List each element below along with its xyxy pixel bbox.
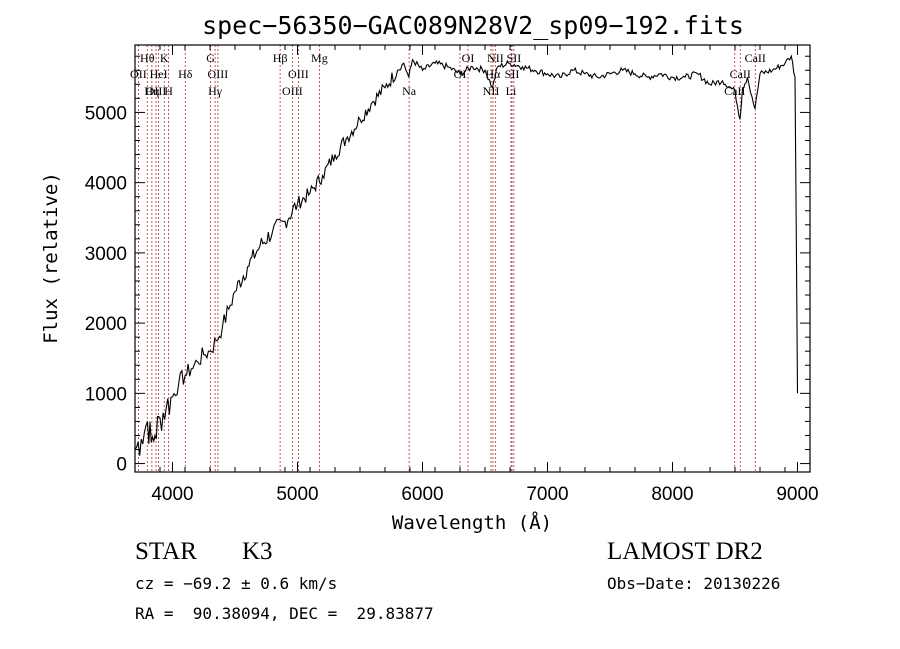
x-tick-label: 8000: [651, 484, 693, 505]
spectral-line-label: Hα: [485, 67, 501, 81]
spectral-line-label: CaII: [745, 51, 766, 65]
y-tick-label: 4000: [85, 174, 127, 195]
spectral-line-label: SII: [507, 51, 522, 65]
observation-date: Obs−Date: 20130226: [607, 574, 781, 593]
spectral-line-label: OIII: [288, 67, 309, 81]
y-tick-label: 5000: [85, 103, 127, 124]
survey-name: LAMOST DR2: [607, 538, 763, 565]
y-tick-label: 0: [116, 455, 127, 476]
spectral-line-label: SII: [505, 67, 520, 81]
x-tick-label: 9000: [776, 484, 818, 505]
redshift-velocity: cz = −69.2 ± 0.6 km/s: [135, 574, 338, 593]
spectral-line-labels: HθOIIOIIIHηHeIKHHδGOIIIHγHβOIIIOIIIMgNaO…: [130, 51, 766, 98]
y-tick-label: 3000: [85, 244, 127, 265]
spectral-line-label: Na: [402, 84, 417, 98]
spectral-line-label: OII: [130, 67, 147, 81]
spectral-line-label: Hδ: [178, 67, 193, 81]
spectral-line-label: OI: [462, 51, 475, 65]
spectral-line-label: G: [206, 51, 215, 65]
spectral-line-label: OIII: [146, 84, 167, 98]
spectrum-series-line: [134, 54, 799, 456]
spectral-line-label: NII: [483, 84, 500, 98]
chart-title: spec−56350−GAC089N28V2_sp09−192.fits: [202, 11, 744, 40]
x-tick-label: 6000: [401, 484, 443, 505]
x-tick-label: 7000: [526, 484, 568, 505]
object-subclass: K3: [242, 538, 273, 565]
spectral-line-label: Li: [506, 84, 517, 98]
y-tick-label: 1000: [85, 384, 127, 405]
spectral-line-label: HeI: [150, 67, 168, 81]
spectral-line-label: Mg: [311, 51, 328, 65]
y-axis-label: Flux (relative): [40, 172, 62, 344]
coordinates: RA = 90.38094, DEC = 29.83877: [135, 604, 434, 623]
x-tick-label: 5000: [276, 484, 318, 505]
y-axis-ticks: 0 1000 2000 3000 4000 5000: [85, 55, 810, 476]
x-axis-ticks: 4000 5000 6000 7000 8000 9000: [134, 45, 819, 505]
spectral-line-label: OIII: [282, 84, 303, 98]
plot-frame: [134, 44, 811, 473]
spectral-line-markers: [137, 45, 756, 472]
spectral-line-label: CaII: [730, 67, 751, 81]
spectral-line-label: Hη: [144, 84, 159, 98]
spectral-line-label: Hβ: [273, 51, 288, 65]
spectral-line-label: K: [160, 51, 169, 65]
x-axis-label: Wavelength (Å): [392, 511, 552, 534]
object-class: STAR: [135, 538, 197, 565]
spectral-line-label: Hγ: [208, 84, 223, 98]
y-tick-label: 2000: [85, 314, 127, 335]
spectral-line-label: H: [164, 84, 173, 98]
spectral-line-label: OIII: [208, 67, 229, 81]
spectral-line-label: Hθ: [140, 51, 155, 65]
spectral-line-label: NII: [487, 51, 504, 65]
x-tick-label: 4000: [151, 484, 193, 505]
